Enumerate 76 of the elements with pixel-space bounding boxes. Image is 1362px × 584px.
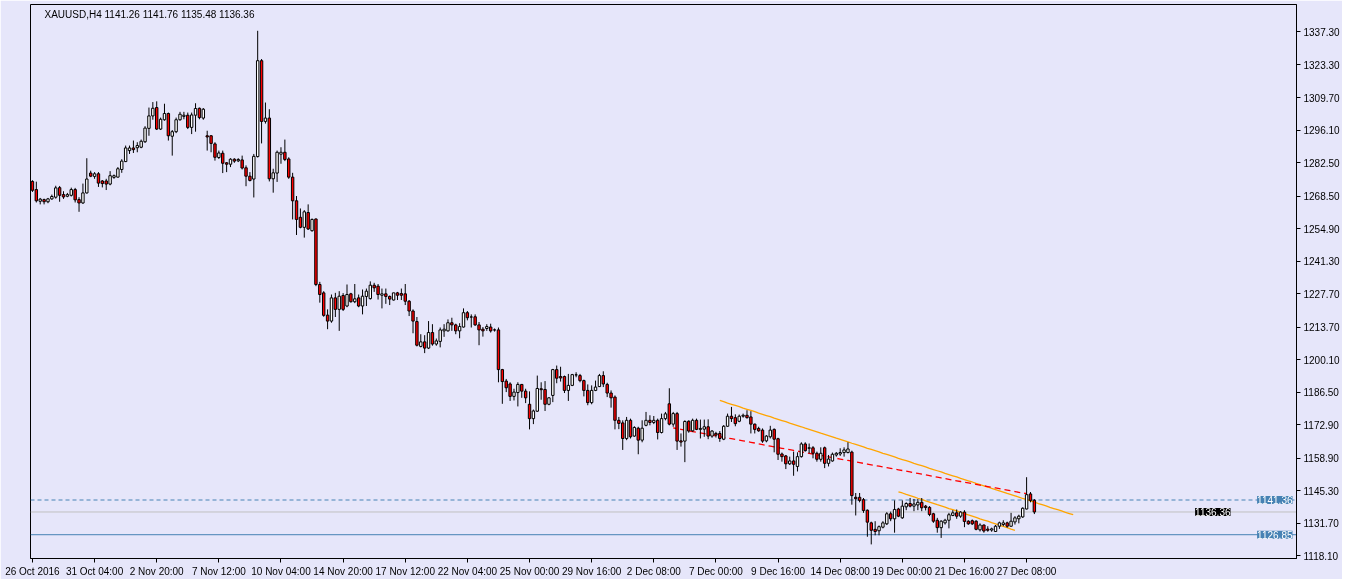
x-tick-label: 29 Nov 16:00 (561, 565, 622, 577)
y-tick-label: 1158.90 (1303, 453, 1340, 465)
y-tick-label: 1241.30 (1303, 256, 1341, 268)
candlestick (714, 431, 718, 439)
line-series (719, 399, 1074, 516)
candlestick (613, 394, 617, 430)
x-tick-label: 31 Oct 04:00 (65, 565, 124, 577)
candlestick (947, 512, 951, 529)
y-tick-label: 1337.30 (1303, 26, 1341, 38)
candlestick (302, 209, 306, 239)
candlestick (508, 381, 512, 402)
y-tick-label: 1323.30 (1303, 59, 1341, 71)
y-tick-label: 1118.10 (1303, 550, 1339, 562)
x-tick-label: 19 Dec 00:00 (872, 565, 933, 577)
candlestick (353, 283, 357, 304)
ref-line-label: 1126.85 (1257, 529, 1293, 541)
ref-line-label: 1141.36 (1257, 495, 1293, 507)
y-tick-label: 1227.70 (1303, 288, 1341, 300)
x-tick-label: 21 Dec 16:00 (934, 565, 995, 577)
ref-line-label: 1136.36 (1195, 506, 1231, 518)
x-tick-label: 17 Nov 12:00 (375, 565, 436, 577)
candlestick (749, 410, 753, 434)
x-tick-label: 7 Nov 12:00 (191, 565, 247, 577)
candlestick (438, 327, 442, 348)
y-tick-label: 1131.70 (1303, 518, 1340, 530)
x-tick-label: 10 Nov 04:00 (251, 565, 312, 577)
y-tick-label: 1254.90 (1303, 223, 1341, 235)
candlestick (842, 446, 846, 458)
x-tick-label: 26 Oct 2016 (5, 565, 61, 577)
y-tick-label: 1186.50 (1303, 387, 1340, 399)
x-tick-label: 14 Dec 08:00 (810, 565, 871, 577)
candlestick (916, 498, 920, 511)
y-tick-label: 1145.30 (1303, 485, 1340, 497)
y-tick-label: 1282.50 (1303, 157, 1341, 169)
x-tick-label: 2 Dec 08:00 (626, 565, 682, 577)
candlestick (380, 288, 384, 309)
candlestick (807, 442, 811, 454)
candlestick (621, 419, 625, 451)
y-tick-label: 1268.50 (1303, 191, 1341, 203)
candlestick (450, 317, 454, 332)
line-series (897, 491, 1016, 531)
candlestick (155, 100, 159, 131)
candlestick (205, 130, 209, 152)
candlestick (912, 498, 916, 512)
candlestick (337, 290, 341, 332)
y-tick-label: 1172.90 (1303, 419, 1340, 431)
x-tick-label: 9 Dec 16:00 (751, 565, 806, 577)
candlestick (333, 292, 338, 318)
candlestick (426, 320, 431, 350)
x-tick-label: 7 Dec 00:00 (688, 565, 744, 577)
candlestick (683, 419, 687, 463)
candlestick (586, 383, 590, 406)
candlestick (589, 384, 594, 405)
x-tick-label: 2 Nov 20:00 (129, 565, 185, 577)
x-tick-label: 25 Nov 00:00 (499, 565, 560, 577)
x-tick-label: 14 Nov 20:00 (313, 565, 374, 577)
candlestick (640, 419, 644, 443)
candlestick (442, 323, 446, 338)
y-tick-label: 1200.10 (1303, 354, 1341, 366)
candlestick (636, 426, 640, 455)
chart-title: XAUUSD,H4 1141.26 1141.76 1135.48 1136.36 (44, 8, 255, 20)
candlestick (741, 413, 745, 419)
candlestick (655, 418, 660, 440)
candlestick (481, 326, 485, 338)
candlestick (1009, 512, 1013, 528)
candlestick (221, 150, 225, 174)
x-tick-label: 27 Dec 08:00 (996, 565, 1057, 577)
candlestick (543, 380, 547, 412)
y-tick-label: 1296.10 (1303, 125, 1341, 137)
x-tick-label: 22 Nov 04:00 (437, 565, 498, 577)
y-tick-label: 1213.70 (1303, 322, 1341, 334)
candlestick (648, 414, 652, 426)
candlestick (516, 381, 520, 407)
candlestick (329, 294, 334, 324)
y-tick-label: 1309.70 (1303, 92, 1341, 104)
candlestick (908, 497, 912, 508)
